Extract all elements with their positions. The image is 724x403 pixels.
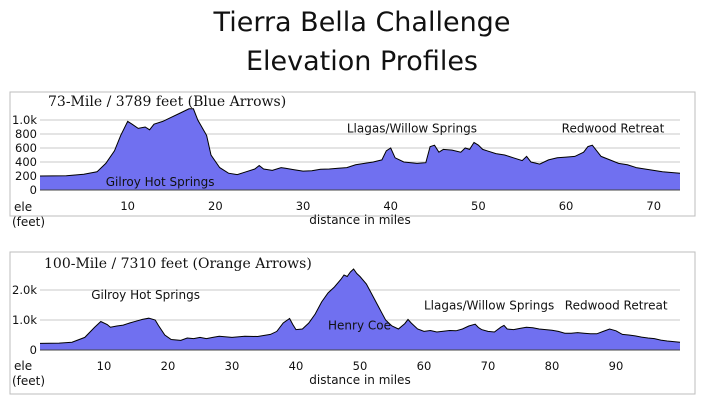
- y-axis-label-ele: ele: [14, 359, 32, 373]
- panel-title: 73-Mile / 3789 feet (Blue Arrows): [48, 94, 286, 110]
- y-tick-label: 2.0k: [12, 283, 37, 297]
- annotation-label: Redwood Retreat: [565, 299, 668, 313]
- elevation-line: [39, 108, 681, 177]
- x-axis-label: distance in miles: [309, 373, 410, 387]
- x-tick-label: 40: [289, 359, 304, 373]
- annotation-label: Llagas/Willow Springs: [347, 122, 477, 136]
- x-tick-label: 30: [296, 199, 311, 213]
- y-tick-label: 400: [15, 155, 37, 169]
- annotation-label: Henry Coe: [328, 319, 391, 333]
- page-title-line2: Elevation Profiles: [245, 46, 479, 77]
- annotation-label: Redwood Retreat: [562, 122, 665, 136]
- annotation-label: Gilroy Hot Springs: [106, 175, 215, 189]
- x-tick-label: 80: [545, 359, 560, 373]
- y-tick-label: 800: [15, 127, 37, 141]
- x-axis-label: distance in miles: [309, 213, 410, 227]
- y-tick-label: 200: [15, 169, 37, 183]
- x-tick-label: 50: [471, 199, 486, 213]
- y-axis-label-feet: (feet): [12, 374, 45, 388]
- x-tick-label: 20: [208, 199, 223, 213]
- x-tick-label: 70: [646, 199, 661, 213]
- elevation-line: [39, 268, 681, 344]
- panel-title: 100-Mile / 7310 feet (Orange Arrows): [44, 256, 312, 272]
- y-tick-label: 1.0k: [12, 113, 37, 127]
- x-tick-label: 30: [225, 359, 240, 373]
- x-tick-label: 60: [417, 359, 432, 373]
- y-tick-label: 0: [30, 343, 37, 357]
- chart-panel-1: 73-Mile / 3789 feet (Blue Arrows) 0200400…: [9, 91, 696, 229]
- page-title-line1: Tierra Bella Challenge: [213, 7, 511, 38]
- y-axis-label-ele: ele: [14, 200, 32, 214]
- x-tick-label: 50: [353, 359, 368, 373]
- x-tick-label: 20: [161, 359, 176, 373]
- y-tick-label: 600: [15, 141, 37, 155]
- annotation-label: Llagas/Willow Springs: [424, 299, 554, 313]
- elevation-area: [40, 108, 680, 190]
- elevation-area: [40, 269, 680, 350]
- y-axis-label-feet: (feet): [12, 215, 45, 229]
- y-tick-label: 1.0k: [12, 313, 37, 327]
- x-tick-label: 90: [609, 359, 624, 373]
- x-tick-label: 60: [559, 199, 574, 213]
- x-tick-label: 40: [383, 199, 398, 213]
- x-tick-label: 10: [97, 359, 112, 373]
- y-tick-label: 0: [30, 183, 37, 197]
- annotation-label: Gilroy Hot Springs: [91, 288, 200, 302]
- chart-panel-2: 100-Mile / 7310 feet (Orange Arrows) 0 1.0…: [9, 251, 696, 395]
- x-tick-label: 70: [481, 359, 496, 373]
- x-tick-label: 10: [120, 199, 135, 213]
